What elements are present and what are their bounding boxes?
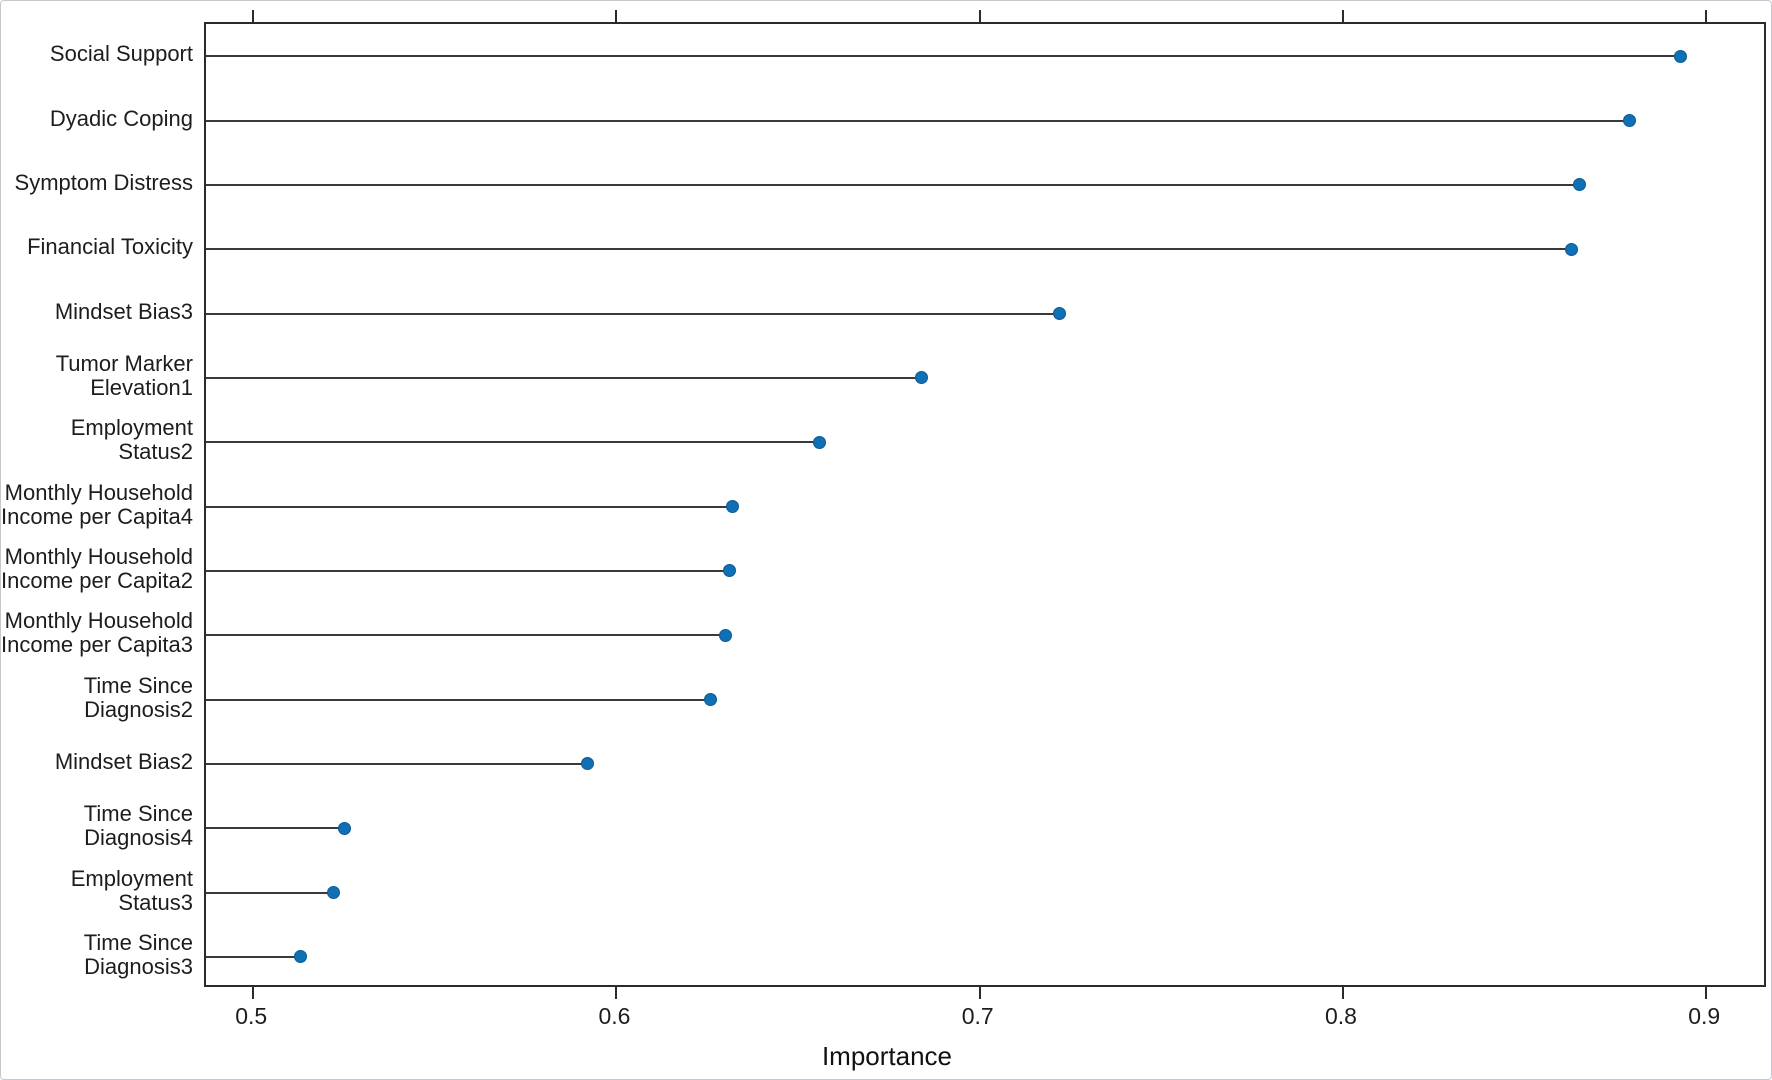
plot-area [204, 10, 1766, 999]
x-axis-tick-labels: 0.5 0.6 0.7 0.8 0.9 [1, 1003, 1771, 1037]
lollipop-dot [704, 693, 718, 706]
category-label: Time Since Diagnosis2 [83, 672, 193, 722]
lollipop-stem [206, 312, 1060, 315]
x-tick [1705, 987, 1708, 999]
lollipop-dot [1053, 307, 1067, 320]
category-label: Financial Toxicity [27, 234, 193, 260]
category-label: Tumor Marker Elevation1 [55, 350, 193, 400]
x-tick-label: 0.9 [1688, 1003, 1721, 1029]
category-label: Employment Status3 [70, 865, 193, 915]
category-label: Monthly Household Income per Capita4 [1, 479, 193, 529]
lollipop-dot [1565, 242, 1579, 256]
x-tick-label: 0.5 [235, 1003, 268, 1029]
lollipop-dot [1623, 114, 1637, 127]
lollipop-stem [206, 698, 711, 701]
x-tick [615, 987, 618, 999]
lollipop-dot [337, 821, 351, 835]
x-tick-label: 0.7 [961, 1003, 994, 1029]
category-label: Social Support [49, 41, 193, 67]
top-tick [978, 10, 981, 22]
lollipop-stem [206, 955, 301, 958]
lollipop-dot [915, 371, 929, 385]
category-label: Mindset Bias3 [54, 298, 193, 324]
lollipop-dot [1572, 178, 1586, 192]
lollipop-stem [206, 827, 345, 830]
lollipop-stem [206, 376, 922, 379]
category-label: Dyadic Coping [49, 105, 193, 131]
top-tick [252, 10, 255, 22]
category-label: Employment Status2 [70, 415, 193, 465]
lollipop-dot [813, 435, 827, 449]
category-label: Mindset Bias2 [54, 748, 193, 774]
top-tick [1341, 10, 1344, 22]
category-label: Time Since Diagnosis4 [83, 801, 193, 851]
x-tick-label: 0.8 [1324, 1003, 1357, 1029]
category-label: Time Since Diagnosis3 [83, 929, 193, 979]
top-tick [1705, 10, 1708, 22]
x-tick [978, 987, 981, 999]
y-axis-category-labels: Social Support Dyadic Coping Symptom Distr… [1, 22, 193, 987]
lollipop-dot [580, 757, 594, 771]
top-tick [615, 10, 618, 22]
category-label: Symptom Distress [14, 169, 193, 195]
lollipop-stem [206, 569, 730, 572]
lollipop-dot [1674, 49, 1688, 63]
x-axis-title: Importance [821, 1041, 953, 1071]
lollipop-stem [206, 55, 1681, 58]
lollipop-stem [206, 505, 733, 508]
lollipop-stem [206, 891, 334, 894]
lollipop-stem [206, 762, 588, 765]
lollipop-stem [206, 248, 1572, 251]
x-tick [1341, 987, 1344, 999]
category-label: Monthly Household Income per Capita2 [1, 543, 193, 593]
lollipop-dot [293, 950, 307, 964]
lollipop-stem [206, 634, 726, 637]
lollipop-dot [726, 500, 740, 513]
x-tick [252, 987, 255, 999]
x-tick-label: 0.6 [598, 1003, 631, 1029]
lollipop-dot [326, 886, 340, 899]
lollipop-stem [206, 119, 1630, 122]
lollipop-stem [206, 441, 820, 444]
category-label: Monthly Household Income per Capita3 [1, 608, 193, 658]
lollipop-dot [718, 628, 732, 642]
lollipop-dot [722, 564, 736, 578]
lollipop-stem [206, 183, 1580, 186]
